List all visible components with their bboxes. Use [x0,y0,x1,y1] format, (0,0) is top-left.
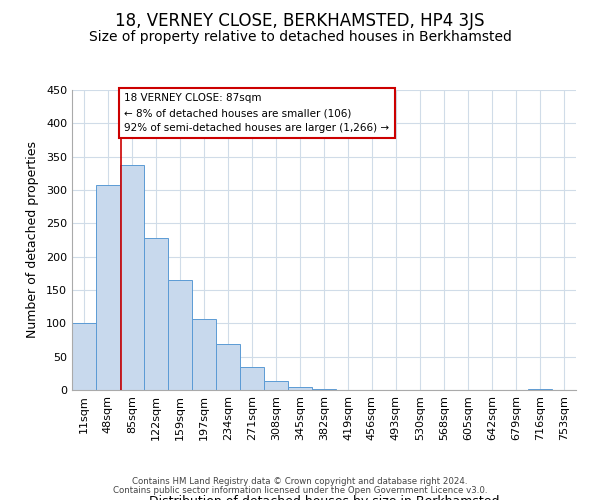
Bar [144,238,168,390]
Text: Size of property relative to detached houses in Berkhamsted: Size of property relative to detached ho… [89,30,511,44]
Bar [96,184,120,390]
Text: Contains public sector information licensed under the Open Government Licence v3: Contains public sector information licen… [113,486,487,495]
Bar [288,386,312,390]
Y-axis label: Number of detached properties: Number of detached properties [26,142,39,338]
X-axis label: Distribution of detached houses by size in Berkhamsted: Distribution of detached houses by size … [149,496,499,500]
Bar [264,380,288,390]
Bar [193,318,216,390]
Bar [240,368,264,390]
Text: 18, VERNEY CLOSE, BERKHAMSTED, HP4 3JS: 18, VERNEY CLOSE, BERKHAMSTED, HP4 3JS [115,12,485,30]
Bar [216,344,240,390]
Text: Contains HM Land Registry data © Crown copyright and database right 2024.: Contains HM Land Registry data © Crown c… [132,477,468,486]
Bar [168,280,191,390]
Text: 18 VERNEY CLOSE: 87sqm
← 8% of detached houses are smaller (106)
92% of semi-det: 18 VERNEY CLOSE: 87sqm ← 8% of detached … [124,94,389,133]
Bar [120,166,144,390]
Bar [72,324,96,390]
Bar [528,388,552,390]
